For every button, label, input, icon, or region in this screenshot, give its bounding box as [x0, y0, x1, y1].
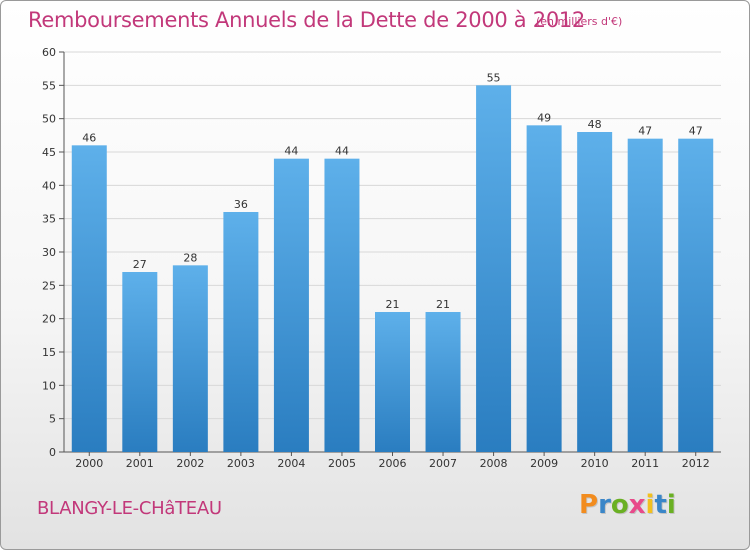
data-label: 28	[183, 251, 197, 264]
bar-2002[interactable]	[172, 265, 208, 452]
chart-title: Remboursements Annuels de la Dette de 20…	[28, 8, 585, 32]
data-label: 44	[335, 145, 349, 158]
x-tick-label: 2005	[328, 457, 356, 470]
bar-2011[interactable]	[627, 138, 663, 452]
y-tick-label: 50	[42, 113, 56, 126]
x-tick-label: 2004	[277, 457, 305, 470]
y-tick-label: 30	[42, 246, 56, 259]
data-label: 21	[386, 298, 400, 311]
data-label: 36	[234, 198, 248, 211]
y-tick-label: 45	[42, 146, 56, 159]
x-tick-label: 2000	[75, 457, 103, 470]
bar-2012[interactable]	[678, 138, 714, 452]
x-tick-label: 2008	[480, 457, 508, 470]
y-tick-label: 5	[49, 413, 56, 426]
y-tick-label: 40	[42, 179, 56, 192]
y-tick-label: 35	[42, 213, 56, 226]
chart-subtitle: (en milliers d'€)	[536, 15, 623, 28]
x-tick-label: 2001	[126, 457, 154, 470]
y-tick-label: 10	[42, 379, 56, 392]
bar-2000[interactable]	[71, 145, 107, 453]
data-label: 47	[638, 125, 652, 138]
x-tick-label: 2012	[682, 457, 710, 470]
x-tick-label: 2007	[429, 457, 457, 470]
bar-2007[interactable]	[425, 312, 461, 452]
data-label: 27	[133, 258, 147, 271]
x-tick-label: 2003	[227, 457, 255, 470]
data-label: 47	[689, 125, 703, 138]
x-tick-label: 2010	[581, 457, 609, 470]
bar-2004[interactable]	[273, 158, 309, 452]
y-tick-label: 60	[42, 46, 56, 59]
bars	[71, 85, 714, 453]
y-tick-label: 0	[49, 446, 56, 459]
data-label: 21	[436, 298, 450, 311]
x-tick-label: 2011	[631, 457, 659, 470]
x-tick-label: 2002	[176, 457, 204, 470]
y-tick-label: 55	[42, 79, 56, 92]
bar-2001[interactable]	[122, 272, 158, 452]
data-label: 55	[487, 71, 501, 84]
data-label: 46	[82, 131, 96, 144]
bar-2009[interactable]	[526, 125, 562, 452]
bar-2006[interactable]	[375, 312, 410, 452]
y-tick-label: 25	[42, 279, 56, 292]
city-name: BLANGY-LE-CHâTEAU	[37, 498, 222, 519]
labels: 0 5 10 15 20 25 30 35 40 45 50 55 60 2000 46 2001 27 2002…	[42, 46, 710, 470]
x-tick-label: 2006	[379, 457, 407, 470]
bar-2003[interactable]	[223, 212, 259, 452]
data-label: 49	[537, 111, 551, 124]
y-tick-label: 20	[42, 313, 56, 326]
data-label: 44	[284, 145, 298, 158]
bar-2010[interactable]	[577, 132, 613, 452]
bar-2005[interactable]	[324, 158, 360, 452]
bar-2008[interactable]	[476, 85, 512, 452]
proxiti-logo[interactable]: Proxiti	[579, 490, 676, 520]
data-label: 48	[588, 118, 602, 131]
x-tick-label: 2009	[530, 457, 558, 470]
y-tick-label: 15	[42, 346, 56, 359]
